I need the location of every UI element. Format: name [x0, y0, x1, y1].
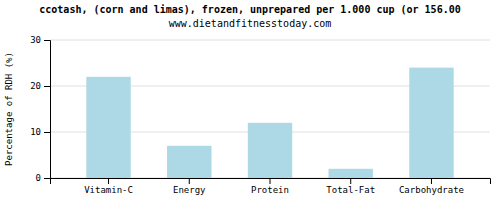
y-axis-line [44, 41, 51, 179]
chart: ccotash, (corn and limas), frozen, unpre… [0, 0, 500, 200]
y-tick: 30 [30, 35, 50, 45]
bars [86, 68, 453, 178]
y-axis: 0 10 20 30 [30, 35, 50, 183]
x-tick-mark [270, 178, 271, 184]
bar [329, 169, 373, 178]
y-axis-title: Percentage of RDH (%) [4, 52, 14, 166]
x-tick-label: Carbohydrate [399, 185, 464, 195]
x-tick: Vitamin-C [84, 178, 133, 195]
x-tick-label: Energy [173, 185, 206, 195]
x-tick-label: Protein [251, 185, 289, 195]
y-tick-label: 30 [30, 35, 41, 45]
grid-line [50, 40, 490, 41]
y-tick-mark [44, 132, 50, 133]
x-tick-label: Vitamin-C [84, 185, 133, 195]
bar [167, 146, 211, 178]
bar [248, 123, 292, 178]
y-tick-label: 10 [30, 127, 41, 137]
x-tick: Protein [251, 178, 289, 195]
subtitle: www.dietandfitnesstoday.com [169, 18, 332, 29]
y-tick-label: 20 [30, 81, 41, 91]
x-tick-mark [431, 178, 432, 184]
bar [86, 77, 130, 178]
x-axis: Vitamin-C Energy Protein Total-Fat Carbohydr… [51, 178, 491, 195]
y-tick-mark [44, 40, 50, 41]
x-tick: Carbohydrate [399, 178, 464, 195]
y-tick-label: 0 [36, 173, 41, 183]
x-tick-mark [108, 178, 109, 184]
y-tick-mark [44, 178, 50, 179]
x-tick-label: Total-Fat [326, 185, 375, 195]
grid [50, 40, 490, 178]
x-axis-line [51, 179, 491, 185]
y-tick-mark [44, 86, 50, 87]
x-tick: Energy [173, 178, 206, 195]
title: ccotash, (corn and limas), frozen, unpre… [39, 4, 460, 15]
bar [409, 68, 453, 178]
x-tick-mark [189, 178, 190, 184]
x-tick-mark [350, 178, 351, 184]
y-tick: 10 [30, 127, 50, 137]
plot: Vitamin-C Energy Protein Total-Fat Carbohydr… [30, 35, 490, 195]
x-tick: Total-Fat [326, 178, 375, 195]
y-tick: 20 [30, 81, 50, 91]
y-tick: 0 [36, 173, 50, 183]
